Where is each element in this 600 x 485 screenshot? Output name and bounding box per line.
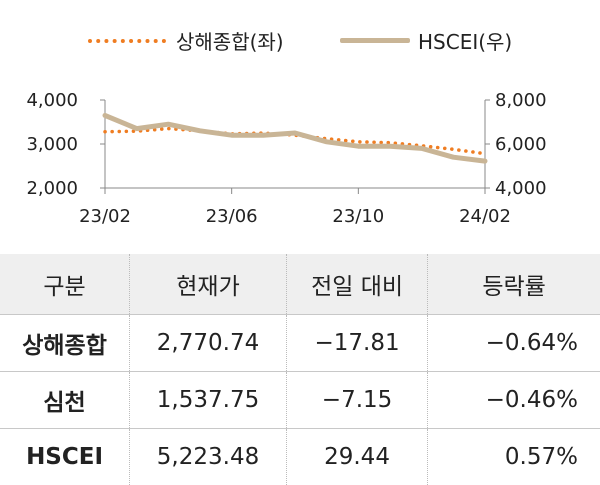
row-price: 1,537.75	[130, 372, 287, 429]
legend-item-shanghai: 상해종합(좌)	[88, 26, 284, 55]
legend-solid-swatch	[340, 38, 410, 43]
y-left-tick-label: 2,000	[26, 178, 78, 199]
row-price: 5,223.48	[130, 429, 287, 485]
legend-label-hscei: HSCEI(우)	[418, 26, 512, 55]
table-header-row: 구분 현재가 전일 대비 등락률	[0, 254, 600, 315]
line-chart: 2,000 3,000 4,000 4,000 6,000 8,000 23/02 23/06…	[0, 80, 600, 250]
row-rate: −0.64%	[428, 315, 600, 372]
series-line-hscei	[105, 115, 485, 161]
y-right-tick-label: 8,000	[495, 90, 547, 111]
row-change: −17.81	[286, 315, 427, 372]
x-tick-label: 23/02	[79, 206, 131, 227]
legend-label-shanghai: 상해종합(좌)	[176, 26, 284, 55]
y-right-tick-label: 6,000	[495, 134, 547, 155]
legend-item-hscei: HSCEI(우)	[340, 26, 512, 55]
chart-legend: 상해종합(좌) HSCEI(우)	[0, 26, 600, 56]
row-change: −7.15	[286, 372, 427, 429]
x-tick-label: 23/10	[332, 206, 384, 227]
col-header-price: 현재가	[130, 254, 287, 315]
table-row: HSCEI 5,223.48 29.44 0.57%	[0, 429, 600, 485]
x-tick-label: 23/06	[206, 206, 258, 227]
y-left-tick-label: 4,000	[26, 90, 78, 111]
row-name: HSCEI	[0, 429, 130, 485]
row-price: 2,770.74	[130, 315, 287, 372]
row-name: 심천	[0, 372, 130, 429]
y-left-tick-label: 3,000	[26, 134, 78, 155]
legend-dotted-swatch	[88, 39, 166, 43]
row-change: 29.44	[286, 429, 427, 485]
table-row: 상해종합 2,770.74 −17.81 −0.64%	[0, 315, 600, 372]
col-header-rate: 등락률	[428, 254, 600, 315]
col-header-change: 전일 대비	[286, 254, 427, 315]
quote-table: 구분 현재가 전일 대비 등락률 상해종합 2,770.74 −17.81 −0…	[0, 254, 600, 485]
row-name: 상해종합	[0, 315, 130, 372]
col-header-category: 구분	[0, 254, 130, 315]
x-tick-label: 24/02	[459, 206, 511, 227]
table-row: 심천 1,537.75 −7.15 −0.46%	[0, 372, 600, 429]
y-right-tick-label: 4,000	[495, 178, 547, 199]
row-rate: 0.57%	[428, 429, 600, 485]
row-rate: −0.46%	[428, 372, 600, 429]
